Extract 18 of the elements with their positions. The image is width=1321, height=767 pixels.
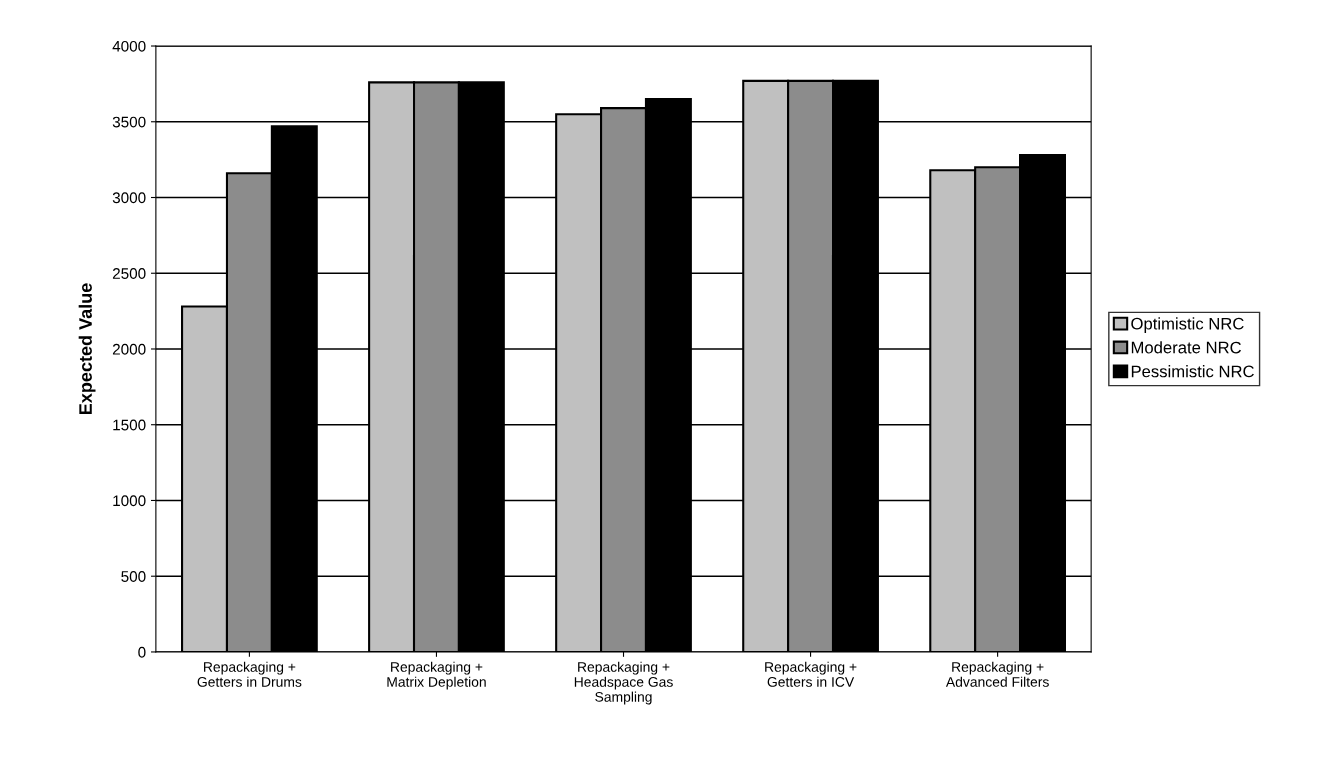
y-tick-label: 500 [121,571,146,582]
y-tick-label: 2500 [112,268,146,279]
x-tick-label: Repackaging + Advanced Filters [945,661,1049,687]
x-tick-label: Repackaging + Getters in ICV [765,661,857,687]
x-tick-label: Repackaging + Getters in Drums [197,661,302,687]
x-tick-label: Repackaging + Headspace Gas Sampling [574,661,673,705]
y-tick-label: 3000 [112,192,146,204]
legend-label: Optimistic NRC [1131,317,1244,333]
y-tick-label: 0 [138,646,146,658]
y-tick-label: 2000 [112,343,146,355]
y-tick-label: 1500 [113,419,146,431]
x-tick-label: Repackaging + Matrix Depletion [387,661,486,690]
legend-label: Pessimistic NRC [1131,365,1254,378]
legend-label: Moderate NRC [1131,341,1242,354]
y-tick-label: 4000 [112,40,146,52]
y-tick-label: 3500 [112,116,146,128]
y-tick-label: 1000 [113,495,146,507]
y-axis-title: Expected Value [78,283,96,415]
